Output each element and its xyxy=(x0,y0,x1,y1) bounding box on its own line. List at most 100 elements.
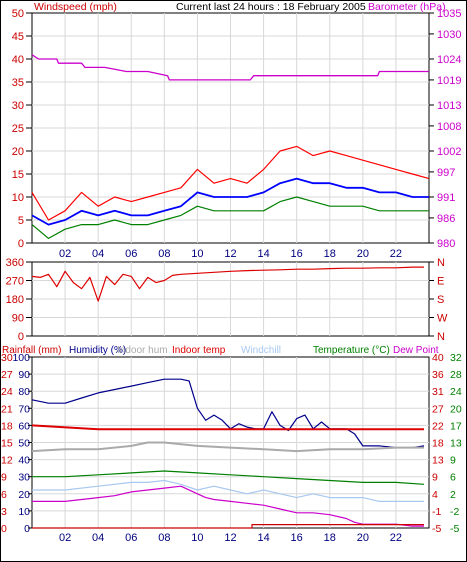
temperature-alt-y-tick-label: 9 xyxy=(450,455,456,467)
direction-y-tick-label: 180 xyxy=(6,294,24,306)
barometer-y-tick-label: 991 xyxy=(437,192,455,204)
temperature-alt-y-tick-label: 13 xyxy=(450,438,462,450)
wind-axis-title: Windspeed (mph) xyxy=(34,1,117,13)
compass-label: E xyxy=(437,276,444,288)
weather-x-tick-label: 22 xyxy=(390,532,402,544)
legend-dew-point: Dew Point xyxy=(393,345,439,356)
weather-x-tick-label: 10 xyxy=(191,532,203,544)
humidity-y-tick-label: 30 xyxy=(18,472,30,484)
minimum-line xyxy=(31,196,429,239)
rainfall-y-tick-label: 24 xyxy=(1,386,13,398)
temperature-y-tick-label: 31 xyxy=(432,386,444,398)
humidity-line xyxy=(31,378,425,449)
barometer-y-tick-label: 1008 xyxy=(437,121,461,133)
temperature-alt-y-tick-label: 20 xyxy=(450,403,462,415)
wind-y-ticks: 0 5 10 15 20 25 30 35 40 45 50 xyxy=(12,8,32,250)
wind-direction-line xyxy=(31,266,424,302)
wind-x-tick-label: 20 xyxy=(357,248,369,260)
wind-x-tick-label: 18 xyxy=(324,248,336,260)
legend-windchill: Windchill xyxy=(241,345,281,356)
barometer-y-tick-label: 980 xyxy=(437,238,455,250)
barometer-y-tick-label: 1035 xyxy=(437,8,461,20)
weather-x-tick-label: 04 xyxy=(92,532,104,544)
rainfall-y-tick-label: 0 xyxy=(1,523,7,535)
wind-x-tick-label: 04 xyxy=(92,248,104,260)
barometer-y-tick-label: 1002 xyxy=(437,146,461,158)
wind-x-ticks: 02 04 06 08 10 12 14 16 18 20 22 xyxy=(59,248,402,260)
direction-y-tick-label: 90 xyxy=(12,313,24,325)
wind-gridlines xyxy=(32,13,429,243)
wind-y-tick-label: 15 xyxy=(12,169,24,181)
temperature-alt-y-tick-label: 24 xyxy=(450,386,462,398)
weather-x-ticks: 02 04 06 08 10 12 14 16 18 20 22 xyxy=(59,532,402,544)
compass-label: N xyxy=(437,257,445,269)
wind-y-tick-label: 10 xyxy=(12,192,24,204)
rainfall-y-tick-label: 27 xyxy=(1,369,13,381)
rainfall-y-tick-label: 9 xyxy=(1,472,7,484)
rainfall-y-tick-label: 18 xyxy=(1,420,13,432)
rainfall-y-tick-label: 15 xyxy=(1,438,13,450)
legend-humidity: Humidity (%) xyxy=(69,345,126,356)
humidity-y-tick-label: 50 xyxy=(18,438,30,450)
rainfall-y-tick-label: 21 xyxy=(1,403,13,415)
compass-label: S xyxy=(437,294,444,306)
rainfall-mm-line xyxy=(32,523,424,529)
temperature-y-tick-label: -5 xyxy=(432,523,441,535)
wind-x-tick-label: 06 xyxy=(125,248,137,260)
wind-y-tick-label: 20 xyxy=(12,146,24,158)
humidity-y-tick-label: 100 xyxy=(12,352,30,364)
barometer-y-tick-label: 1024 xyxy=(437,54,461,66)
direction-y-tick-label: 270 xyxy=(6,276,24,288)
humidity-y-tick-label: 90 xyxy=(18,369,30,381)
humidity-y-tick-label: 0 xyxy=(24,523,30,535)
wind-x-tick-label: 10 xyxy=(191,248,203,260)
weather-x-tick-label: 08 xyxy=(158,532,170,544)
barometer-y-tick-label: 997 xyxy=(437,167,455,179)
temperature-alt-y-tick-label: -5 xyxy=(450,523,459,535)
wind-x-tick-label: 12 xyxy=(224,248,236,260)
direction-y-tick-label: 0 xyxy=(18,331,24,343)
wind-x-tick-label: 02 xyxy=(59,248,71,260)
temperature-y-tick-label: 22 xyxy=(432,420,444,432)
temperature-alt-y-tick-label: 6 xyxy=(450,472,456,484)
weather-panel: Rainfall (mm) Humidity (%) Indoor hum In… xyxy=(1,345,462,544)
wind-y-tick-label: 30 xyxy=(12,100,24,112)
legend-temperature: Temperature (°C) xyxy=(313,345,390,356)
wind-y-tick-label: 40 xyxy=(12,54,24,66)
legend-indoor-temp: Indoor temp xyxy=(172,345,226,356)
wind-y-tick-label: 45 xyxy=(12,31,24,43)
rainfall-y-tick-label: 6 xyxy=(1,489,7,501)
indoor-hum-line xyxy=(31,441,424,453)
temperature-alt-y-tick-label: 32 xyxy=(450,352,462,364)
weather-x-tick-label: 12 xyxy=(224,532,236,544)
average-line xyxy=(31,177,429,226)
barometer-y-tick-label: 1030 xyxy=(437,29,461,41)
wind-x-tick-label: 14 xyxy=(257,248,269,260)
temperature-y-tick-label: -1 xyxy=(432,506,441,518)
gust-line xyxy=(31,145,430,221)
temperature-c-line xyxy=(32,470,425,485)
wind-y-tick-label: 35 xyxy=(12,77,24,89)
temperature-alt-y-tick-label: 17 xyxy=(450,420,462,432)
humidity-y-tick-label: 60 xyxy=(18,420,30,432)
windchill-line xyxy=(32,479,424,502)
barometer-y-ticks: 980 986 991 997 1002 1008 1013 1019 1024 1030 1035 xyxy=(429,8,461,250)
humidity-y-tick-label: 20 xyxy=(18,489,30,501)
wind-x-tick-label: 22 xyxy=(390,248,402,260)
direction-y-tick-label: 360 xyxy=(6,257,24,269)
temperature-alt-y-tick-label: 2 xyxy=(450,489,456,501)
temperature-y-tick-label: 36 xyxy=(432,369,444,381)
barometer-line xyxy=(31,54,429,81)
chart-title: Current last 24 hours : 18 February 2005 xyxy=(176,1,366,13)
compass-label: N xyxy=(437,331,445,343)
wind-y-tick-label: 0 xyxy=(18,238,24,250)
legend-indoor-hum: Indoor hum xyxy=(117,345,168,356)
temperature-y-tick-label: 9 xyxy=(432,472,438,484)
indoor-temp-line xyxy=(31,424,424,431)
temperature-y-tick-label: 18 xyxy=(432,438,444,450)
direction-series xyxy=(31,266,424,302)
temperature-y-tick-label: 40 xyxy=(432,352,444,364)
